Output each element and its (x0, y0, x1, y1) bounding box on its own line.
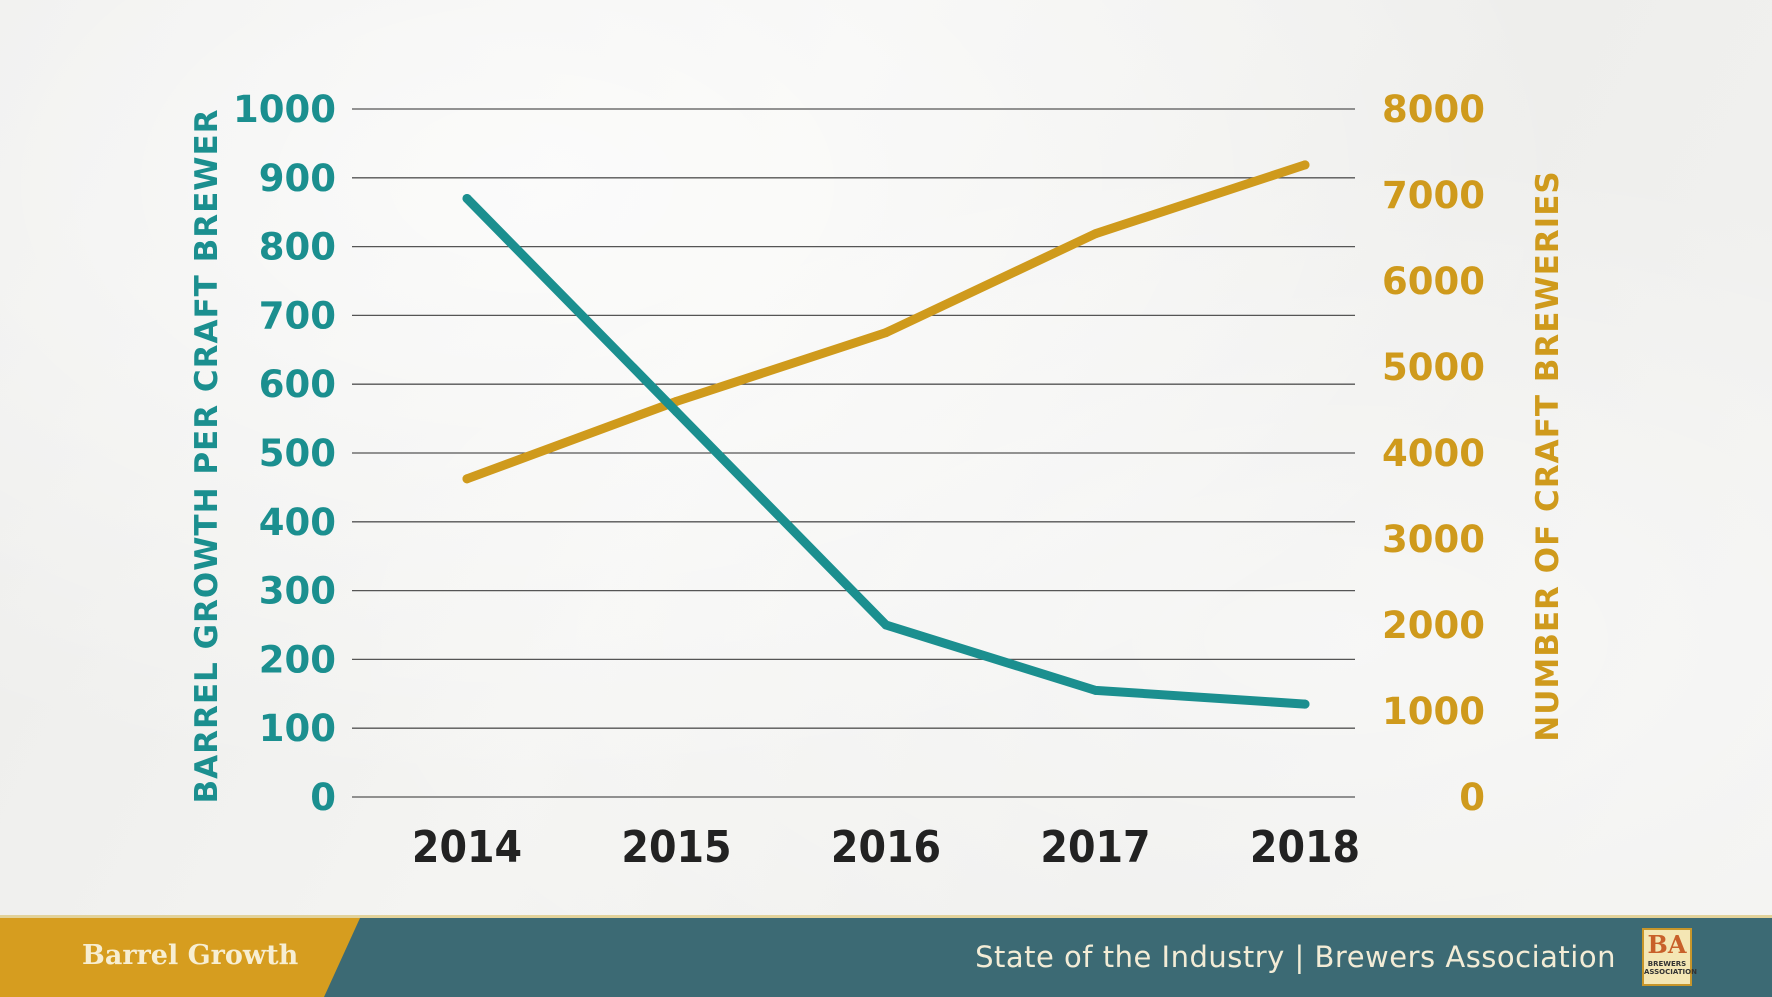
left-tick-label: 1000 (233, 88, 336, 131)
right-tick-label: 6000 (1382, 260, 1485, 303)
x-tick-label: 2014 (412, 822, 522, 873)
logo-mark: BA (1647, 930, 1687, 959)
left-axis-title: BARREL GROWTH PER CRAFT BREWER (189, 108, 225, 803)
barrel-growth-point (462, 193, 472, 203)
left-tick-label: 0 (310, 776, 336, 819)
logo-subtext: BREWERS ASSOCIATION (1644, 960, 1697, 976)
right-tick-label: 3000 (1382, 518, 1485, 561)
brewers-association-logo: BA BREWERS ASSOCIATION (1642, 928, 1697, 986)
footer-section-label: Barrel Growth (82, 940, 299, 971)
craft-breweries-point (1300, 160, 1310, 170)
chart-background (0, 0, 1772, 915)
craft-breweries-point (881, 328, 891, 338)
craft-breweries-point (462, 474, 472, 484)
left-tick-label: 800 (259, 226, 336, 269)
right-tick-label: 8000 (1382, 88, 1485, 131)
x-tick-label: 2015 (621, 822, 731, 873)
craft-breweries-point (1091, 229, 1100, 239)
footer-bar: Barrel Growth State of the Industry | Br… (0, 915, 1772, 997)
right-tick-label: 5000 (1382, 346, 1485, 389)
left-axis-ticks: 0 100 200 300 400 500 600 700 800 900 1000 (233, 88, 336, 819)
barrel-growth-point (1300, 699, 1310, 709)
left-tick-label: 400 (259, 501, 336, 544)
left-tick-label: 500 (259, 432, 336, 475)
barrel-growth-point (672, 407, 681, 417)
left-tick-label: 200 (259, 638, 336, 681)
right-axis-ticks: 0 1000 2000 3000 4000 5000 6000 7000 8000 (1382, 88, 1485, 819)
footer-section-tab (0, 918, 360, 997)
right-tick-label: 1000 (1382, 690, 1485, 733)
x-tick-label: 2016 (831, 822, 941, 873)
right-tick-label: 7000 (1382, 174, 1485, 217)
right-axis-title: NUMBER OF CRAFT BREWERIES (1530, 170, 1566, 741)
left-tick-label: 900 (259, 157, 336, 200)
right-tick-label: 4000 (1382, 432, 1485, 475)
left-tick-label: 600 (259, 363, 336, 406)
right-tick-label: 0 (1459, 776, 1485, 819)
series-lines (462, 160, 1310, 709)
barrel-growth-point (881, 620, 891, 630)
footer-caption: State of the Industry | Brewers Associat… (975, 940, 1616, 974)
x-tick-label: 2018 (1250, 822, 1360, 873)
dual-axis-line-chart: 0 100 200 300 400 500 600 700 800 900 1000 0 1000 20… (189, 88, 1566, 873)
barrel-growth-point (1091, 685, 1100, 695)
left-tick-label: 300 (259, 570, 336, 613)
x-axis-ticks: 2014 2015 2016 2017 2018 (412, 822, 1360, 873)
left-tick-label: 100 (259, 707, 336, 750)
left-tick-label: 700 (259, 294, 336, 337)
right-tick-label: 2000 (1382, 604, 1485, 647)
x-tick-label: 2017 (1040, 822, 1150, 873)
